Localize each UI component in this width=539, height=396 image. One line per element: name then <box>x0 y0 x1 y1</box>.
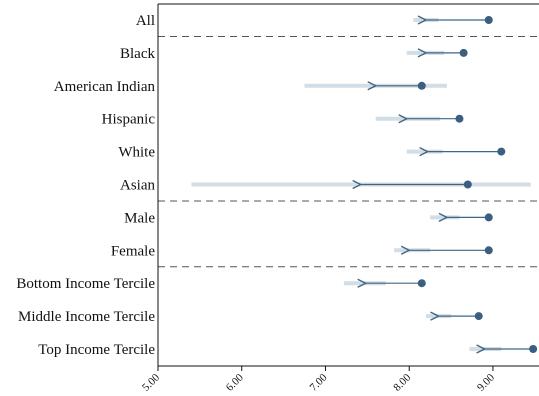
start-dot-2-0 <box>484 213 493 222</box>
start-dot-1-2 <box>455 114 464 123</box>
x-tick-label-2: 7.00 <box>307 371 329 393</box>
x-tick-label-0: 5.00 <box>140 371 162 393</box>
category-label-1-4: Asian <box>120 178 155 194</box>
separator-layer <box>158 35 539 268</box>
dot-layer <box>417 16 538 353</box>
start-dot-1-0 <box>459 48 468 57</box>
category-label-1-0: Black <box>120 46 155 62</box>
category-label-3-0: Bottom Income Tercile <box>16 276 155 292</box>
category-label-2-0: Male <box>124 210 155 226</box>
category-label-0-0: All <box>136 13 155 29</box>
x-tick-label-3: 8.00 <box>391 371 413 393</box>
start-dot-1-4 <box>463 180 472 189</box>
start-dot-1-3 <box>497 147 506 156</box>
category-label-2-1: Female <box>111 243 155 259</box>
start-dot-2-1 <box>484 246 493 255</box>
category-label-layer: All Black American Indian Hispanic White Asia… <box>16 13 155 358</box>
start-dot-0-0 <box>484 16 493 24</box>
tick-layer: 5.00 6.00 7.00 8.00 9.00 <box>140 366 497 394</box>
start-dot-3-2 <box>529 345 538 353</box>
start-dot-3-0 <box>417 279 426 288</box>
category-label-1-3: White <box>118 145 155 161</box>
category-label-1-2: Hispanic <box>102 112 156 128</box>
category-label-3-2: Top Income Tercile <box>38 342 155 358</box>
x-tick-label-1: 6.00 <box>224 371 246 393</box>
arrow-layer <box>361 20 534 349</box>
axes-layer <box>157 3 539 367</box>
start-dot-3-1 <box>474 312 483 321</box>
category-label-1-1: American Indian <box>54 79 156 95</box>
x-tick-label-4: 9.00 <box>475 371 497 393</box>
category-label-3-1: Middle Income Tercile <box>18 309 155 325</box>
start-dot-1-1 <box>417 81 426 90</box>
